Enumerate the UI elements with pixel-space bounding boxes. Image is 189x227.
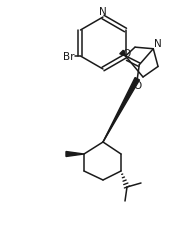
Polygon shape: [103, 78, 139, 142]
Text: O: O: [122, 49, 130, 59]
Text: Br: Br: [63, 52, 74, 62]
Text: N: N: [154, 39, 162, 49]
Text: O: O: [133, 80, 141, 90]
Text: N: N: [99, 7, 107, 17]
Polygon shape: [120, 51, 125, 57]
Polygon shape: [66, 152, 84, 157]
